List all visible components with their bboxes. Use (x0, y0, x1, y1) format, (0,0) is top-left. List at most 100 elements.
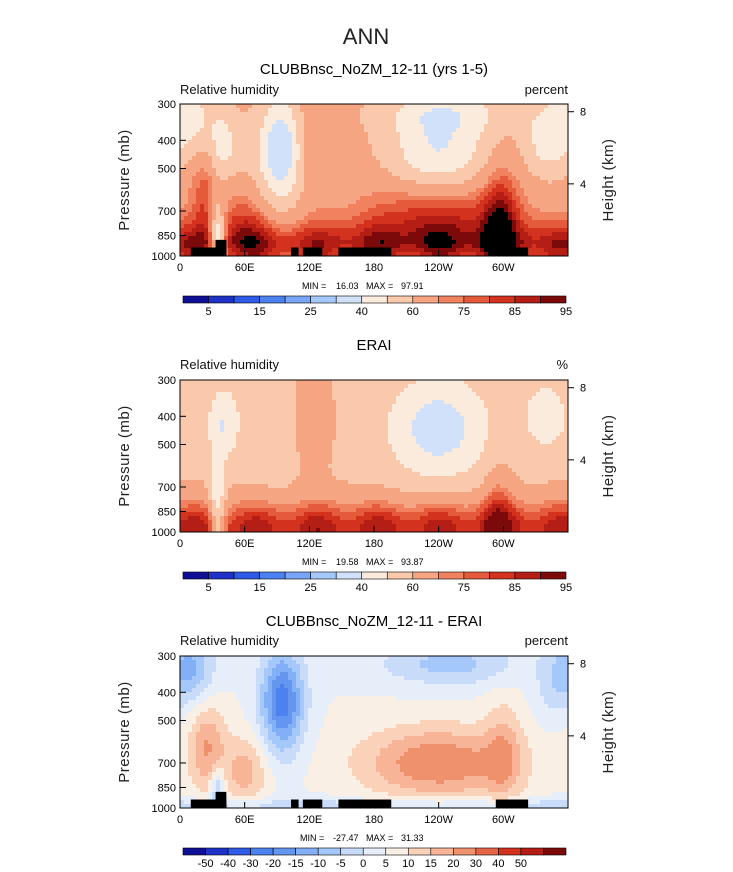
heatmap-cell (480, 400, 485, 405)
heatmap-cell (348, 156, 353, 161)
heatmap-cell (276, 192, 281, 197)
heatmap-cell (328, 168, 333, 173)
heatmap-cell (352, 224, 357, 229)
heatmap-cell (312, 180, 317, 185)
heatmap-cell (320, 180, 325, 185)
heatmap-cell (244, 200, 249, 205)
heatmap-cell (512, 208, 517, 213)
heatmap-cell (404, 108, 409, 113)
heatmap-cell (200, 140, 205, 145)
heatmap-cell (444, 228, 449, 233)
heatmap-cell (324, 412, 329, 417)
heatmap-cell (356, 424, 361, 429)
heatmap-cell (484, 220, 489, 225)
heatmap-cell (532, 408, 537, 413)
heatmap-cell (532, 124, 537, 129)
heatmap-cell (412, 116, 417, 121)
heatmap-cell (528, 412, 533, 417)
heatmap-cell (492, 128, 497, 133)
heatmap-cell (184, 220, 189, 225)
heatmap-cell (496, 176, 501, 181)
heatmap-cell (292, 140, 297, 145)
heatmap-cell (396, 144, 401, 149)
heatmap-cell (448, 132, 453, 137)
heatmap-cell (260, 180, 265, 185)
heatmap-cell (332, 140, 337, 145)
heatmap-cell (404, 128, 409, 133)
heatmap-cell (484, 188, 489, 193)
heatmap-cell (200, 428, 205, 433)
heatmap-cell (348, 196, 353, 201)
heatmap-cell (560, 152, 565, 157)
heatmap-cell (192, 136, 197, 141)
heatmap-cell (388, 408, 393, 413)
heatmap-cell (268, 380, 273, 385)
heatmap-cell (284, 236, 289, 241)
heatmap-cell (428, 412, 433, 417)
heatmap-cell (536, 244, 541, 249)
heatmap-cell (484, 388, 489, 393)
heatmap-cell (324, 148, 329, 153)
heatmap-cell (552, 180, 557, 185)
heatmap-cell (220, 180, 225, 185)
colorbar-swatch (284, 295, 311, 304)
heatmap-cell (432, 208, 437, 213)
heatmap-cell (460, 152, 465, 157)
heatmap-cell (488, 384, 493, 389)
heatmap-cell (208, 416, 213, 421)
heatmap-cell (564, 176, 569, 181)
heatmap-cell (348, 140, 353, 145)
heatmap-cell (536, 176, 541, 181)
heatmap-cell (220, 140, 225, 145)
heatmap-cell (464, 200, 469, 205)
heatmap-cell (264, 172, 269, 177)
heatmap-cell (236, 388, 241, 393)
heatmap-cell (324, 224, 329, 229)
heatmap-cell (488, 248, 493, 253)
heatmap-cell (304, 144, 309, 149)
heatmap-cell (348, 148, 353, 153)
heatmap-cell (312, 184, 317, 189)
heatmap-cell (500, 124, 505, 129)
heatmap-cell (376, 132, 381, 137)
heatmap-cell (232, 252, 237, 257)
heatmap-cell (324, 184, 329, 189)
heatmap-cell (300, 384, 305, 389)
heatmap-cell (404, 200, 409, 205)
heatmap-cell (180, 160, 185, 165)
heatmap-cell (380, 176, 385, 181)
heatmap-cell (396, 132, 401, 137)
heatmap-cell (324, 136, 329, 141)
heatmap-cell (320, 208, 325, 213)
heatmap-cell (220, 176, 225, 181)
heatmap-cell (344, 212, 349, 217)
heatmap-cell (452, 216, 457, 221)
heatmap-cell (308, 424, 313, 429)
heatmap-cell (508, 204, 513, 209)
heatmap-cell (292, 408, 297, 413)
heatmap-cell (188, 108, 193, 113)
heatmap-cell (340, 124, 345, 129)
heatmap-cell (192, 112, 197, 117)
heatmap-cell (368, 216, 373, 221)
heatmap-cell (456, 192, 461, 197)
heatmap-cell (228, 412, 233, 417)
heatmap-cell (400, 160, 405, 165)
heatmap-cell (516, 132, 521, 137)
heatmap-cell (280, 192, 285, 197)
heatmap-cell (532, 132, 537, 137)
heatmap-cell (436, 192, 441, 197)
heatmap-cell (504, 392, 509, 397)
heatmap-cell (400, 140, 405, 145)
heatmap-cell (520, 112, 525, 117)
heatmap-cell (264, 412, 269, 417)
heatmap-cell (524, 144, 529, 149)
heatmap-cell (248, 220, 253, 225)
heatmap-cell (272, 412, 277, 417)
heatmap-cell (432, 148, 437, 153)
heatmap-cell (544, 396, 549, 401)
heatmap-cell (464, 176, 469, 181)
heatmap-cell (340, 240, 345, 245)
heatmap-cell (268, 216, 273, 221)
heatmap-cell (184, 428, 189, 433)
